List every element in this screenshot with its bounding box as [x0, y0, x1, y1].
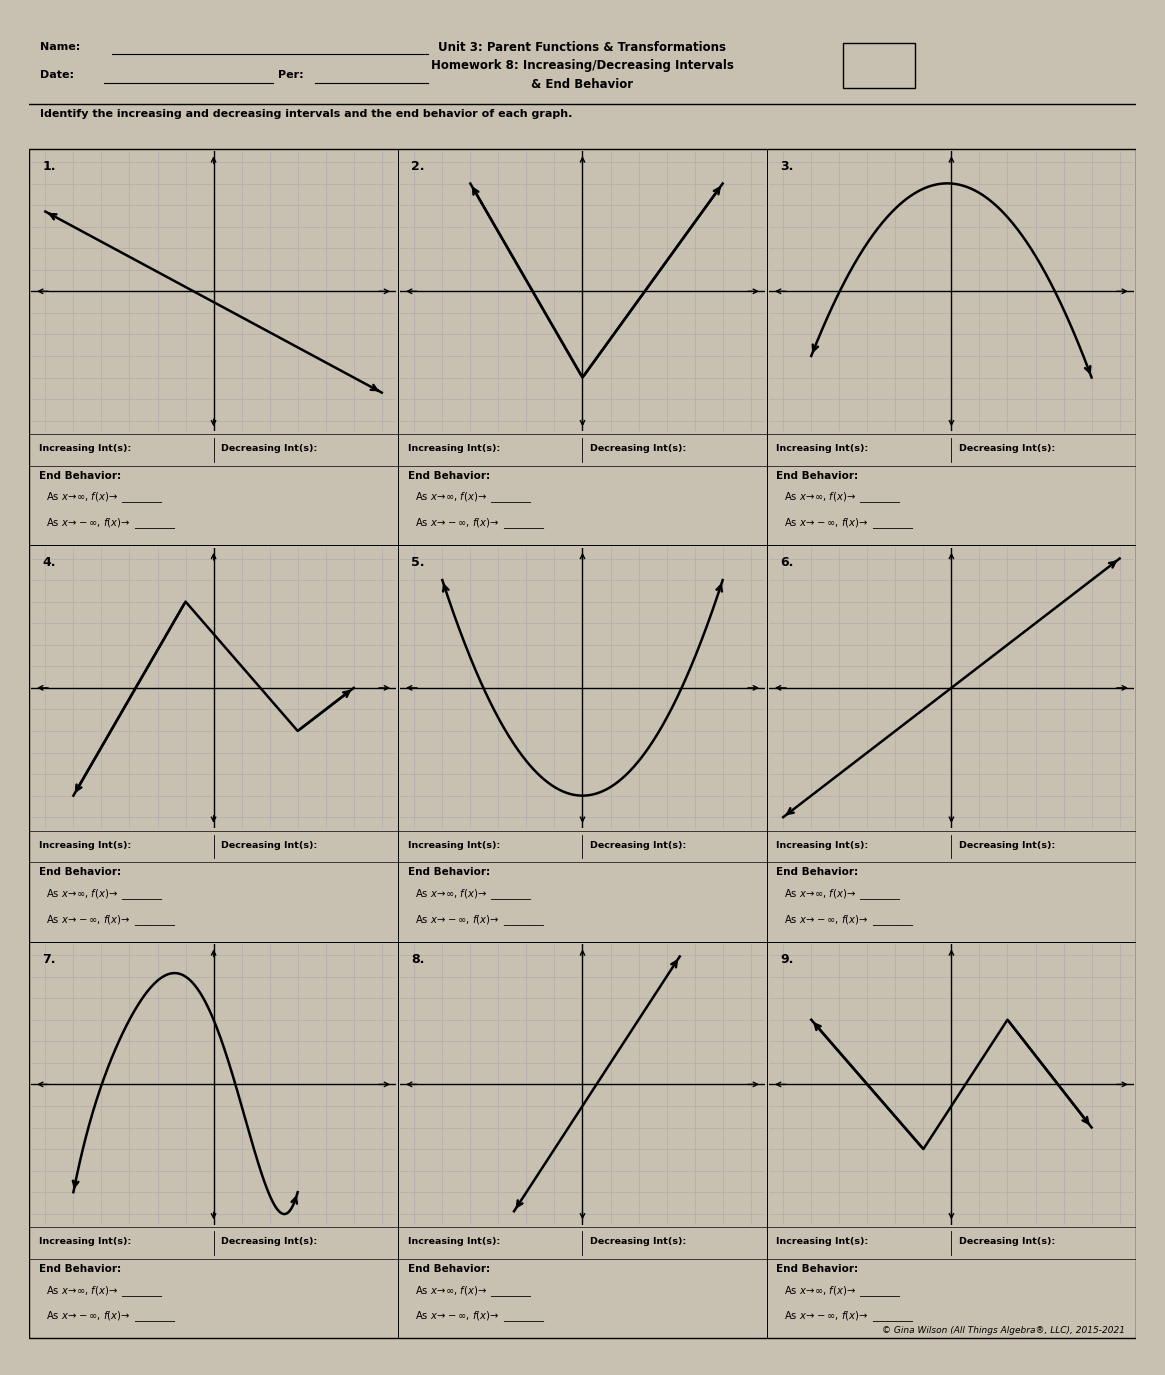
Text: Decreasing Int(s):: Decreasing Int(s):: [589, 444, 686, 454]
Text: As $x\!\rightarrow\!-\infty$, $f(x)\!\rightarrow$ ________: As $x\!\rightarrow\!-\infty$, $f(x)\!\ri…: [415, 1309, 545, 1324]
Text: As $x\!\rightarrow\!\infty$, $f(x)\!\rightarrow$ ________: As $x\!\rightarrow\!\infty$, $f(x)\!\rig…: [415, 887, 532, 902]
Text: Increasing Int(s):: Increasing Int(s):: [38, 1238, 130, 1246]
Text: As $x\!\rightarrow\!-\infty$, $f(x)\!\rightarrow$ ________: As $x\!\rightarrow\!-\infty$, $f(x)\!\ri…: [784, 913, 915, 928]
Text: As $x\!\rightarrow\!-\infty$, $f(x)\!\rightarrow$ ________: As $x\!\rightarrow\!-\infty$, $f(x)\!\ri…: [784, 1309, 915, 1324]
Text: 1.: 1.: [43, 160, 56, 173]
Text: © Gina Wilson (All Things Algebra®, LLC), 2015-2021: © Gina Wilson (All Things Algebra®, LLC)…: [882, 1326, 1124, 1335]
Text: As $x\!\rightarrow\!-\infty$, $f(x)\!\rightarrow$ ________: As $x\!\rightarrow\!-\infty$, $f(x)\!\ri…: [415, 517, 545, 531]
Text: Decreasing Int(s):: Decreasing Int(s):: [589, 840, 686, 850]
Text: Per:: Per:: [278, 70, 304, 80]
Text: Decreasing Int(s):: Decreasing Int(s):: [221, 1238, 317, 1246]
Text: 7.: 7.: [43, 953, 56, 965]
Text: End Behavior:: End Behavior:: [776, 1264, 859, 1273]
Text: As $x\!\rightarrow\!-\infty$, $f(x)\!\rightarrow$ ________: As $x\!\rightarrow\!-\infty$, $f(x)\!\ri…: [45, 517, 176, 531]
Text: 4.: 4.: [43, 557, 56, 569]
Text: Increasing Int(s):: Increasing Int(s):: [38, 444, 130, 454]
Text: Decreasing Int(s):: Decreasing Int(s):: [221, 444, 317, 454]
Text: End Behavior:: End Behavior:: [38, 1264, 121, 1273]
Text: Increasing Int(s):: Increasing Int(s):: [408, 1238, 500, 1246]
Text: Unit 3: Parent Functions & Transformations: Unit 3: Parent Functions & Transformatio…: [438, 41, 727, 54]
Text: Date:: Date:: [40, 70, 75, 80]
Text: As $x\!\rightarrow\!\infty$, $f(x)\!\rightarrow$ ________: As $x\!\rightarrow\!\infty$, $f(x)\!\rig…: [45, 887, 164, 902]
Text: Increasing Int(s):: Increasing Int(s):: [776, 1238, 869, 1246]
Text: Increasing Int(s):: Increasing Int(s):: [408, 444, 500, 454]
Text: End Behavior:: End Behavior:: [776, 470, 859, 481]
Text: & End Behavior: & End Behavior: [531, 77, 634, 91]
Text: 8.: 8.: [411, 953, 425, 965]
Bar: [842, 44, 915, 88]
Text: 5.: 5.: [411, 557, 425, 569]
Text: As $x\!\rightarrow\!\infty$, $f(x)\!\rightarrow$ ________: As $x\!\rightarrow\!\infty$, $f(x)\!\rig…: [415, 491, 532, 506]
Text: Homework 8: Increasing/Decreasing Intervals: Homework 8: Increasing/Decreasing Interv…: [431, 59, 734, 72]
Text: As $x\!\rightarrow\!\infty$, $f(x)\!\rightarrow$ ________: As $x\!\rightarrow\!\infty$, $f(x)\!\rig…: [45, 491, 164, 506]
Text: As $x\!\rightarrow\!-\infty$, $f(x)\!\rightarrow$ ________: As $x\!\rightarrow\!-\infty$, $f(x)\!\ri…: [784, 517, 915, 531]
Text: Decreasing Int(s):: Decreasing Int(s):: [959, 840, 1055, 850]
Text: Identify the increasing and decreasing intervals and the end behavior of each gr: Identify the increasing and decreasing i…: [40, 109, 572, 120]
Text: End Behavior:: End Behavior:: [408, 868, 489, 877]
Text: End Behavior:: End Behavior:: [408, 1264, 489, 1273]
Text: Decreasing Int(s):: Decreasing Int(s):: [221, 840, 317, 850]
Text: Increasing Int(s):: Increasing Int(s):: [776, 840, 869, 850]
Text: End Behavior:: End Behavior:: [38, 470, 121, 481]
Text: As $x\!\rightarrow\!\infty$, $f(x)\!\rightarrow$ ________: As $x\!\rightarrow\!\infty$, $f(x)\!\rig…: [415, 1284, 532, 1298]
Text: As $x\!\rightarrow\!\infty$, $f(x)\!\rightarrow$ ________: As $x\!\rightarrow\!\infty$, $f(x)\!\rig…: [784, 1284, 902, 1298]
Text: Decreasing Int(s):: Decreasing Int(s):: [589, 1238, 686, 1246]
Text: As $x\!\rightarrow\!-\infty$, $f(x)\!\rightarrow$ ________: As $x\!\rightarrow\!-\infty$, $f(x)\!\ri…: [415, 913, 545, 928]
Text: End Behavior:: End Behavior:: [38, 868, 121, 877]
Text: As $x\!\rightarrow\!\infty$, $f(x)\!\rightarrow$ ________: As $x\!\rightarrow\!\infty$, $f(x)\!\rig…: [45, 1284, 164, 1298]
Text: 3.: 3.: [781, 160, 793, 173]
Text: 6.: 6.: [781, 557, 793, 569]
Text: Increasing Int(s):: Increasing Int(s):: [38, 840, 130, 850]
Text: End Behavior:: End Behavior:: [776, 868, 859, 877]
Text: Decreasing Int(s):: Decreasing Int(s):: [959, 1238, 1055, 1246]
Text: 9.: 9.: [781, 953, 793, 965]
Text: Increasing Int(s):: Increasing Int(s):: [776, 444, 869, 454]
Text: As $x\!\rightarrow\!-\infty$, $f(x)\!\rightarrow$ ________: As $x\!\rightarrow\!-\infty$, $f(x)\!\ri…: [45, 913, 176, 928]
Text: Increasing Int(s):: Increasing Int(s):: [408, 840, 500, 850]
Text: As $x\!\rightarrow\!\infty$, $f(x)\!\rightarrow$ ________: As $x\!\rightarrow\!\infty$, $f(x)\!\rig…: [784, 887, 902, 902]
Text: End Behavior:: End Behavior:: [408, 470, 489, 481]
Text: As $x\!\rightarrow\!-\infty$, $f(x)\!\rightarrow$ ________: As $x\!\rightarrow\!-\infty$, $f(x)\!\ri…: [45, 1309, 176, 1324]
Text: Name:: Name:: [40, 43, 80, 52]
Text: Decreasing Int(s):: Decreasing Int(s):: [959, 444, 1055, 454]
Text: As $x\!\rightarrow\!\infty$, $f(x)\!\rightarrow$ ________: As $x\!\rightarrow\!\infty$, $f(x)\!\rig…: [784, 491, 902, 506]
Text: 2.: 2.: [411, 160, 425, 173]
